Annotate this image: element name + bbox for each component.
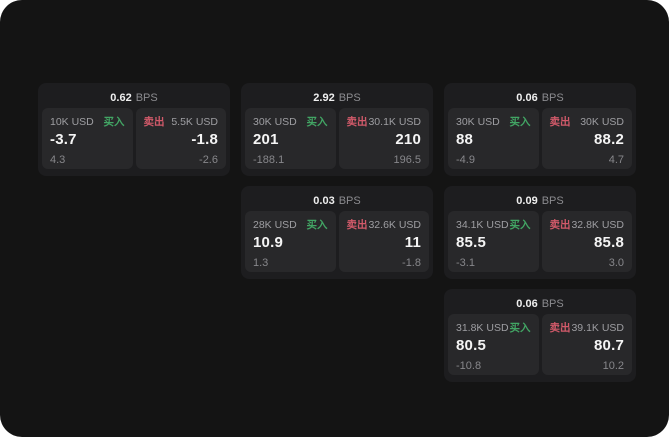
bps-value: 0.06 <box>516 91 538 104</box>
buy-side-label: 买入 <box>306 116 328 128</box>
sell-price: 80.7 <box>594 337 624 354</box>
bps-unit-label: BPS <box>541 194 564 207</box>
sell-size-label: 5.5K USD <box>171 115 218 128</box>
sell-size-label: 32.6K USD <box>368 218 421 231</box>
bps-value: 0.62 <box>110 91 132 104</box>
sell-side-label: 卖出 <box>143 116 165 128</box>
buy-panel[interactable]: 28K USD 买入 10.9 1.3 <box>245 211 336 272</box>
bps-value: 0.03 <box>313 194 335 207</box>
bps-card: 0.03 BPS 28K USD 买入 10.9 1.3 卖出 32.6K US… <box>241 186 433 279</box>
buy-panel[interactable]: 30K USD 买入 201 -188.1 <box>245 108 336 169</box>
sell-price: 11 <box>404 234 421 251</box>
bps-unit-label: BPS <box>338 91 361 104</box>
bps-card: 0.09 BPS 34.1K USD 买入 85.5 -3.1 卖出 32.8K… <box>444 186 636 279</box>
sell-side-label: 卖出 <box>549 322 571 334</box>
sell-panel[interactable]: 卖出 39.1K USD 80.7 10.2 <box>541 314 632 375</box>
buy-delta: -10.8 <box>456 360 482 372</box>
buy-price: 88 <box>456 131 474 148</box>
bps-header: 0.09 BPS <box>448 190 632 211</box>
buy-side-label: 买入 <box>306 219 328 231</box>
bps-header: 0.03 BPS <box>245 190 429 211</box>
sell-side-label: 卖出 <box>346 116 368 128</box>
sell-price: -1.8 <box>191 131 218 148</box>
bps-card: 0.06 BPS 31.8K USD 买入 80.5 -10.8 卖出 39.1… <box>444 289 636 382</box>
bps-unit-label: BPS <box>541 297 564 310</box>
buy-side-label: 买入 <box>103 116 125 128</box>
sell-side-label: 卖出 <box>549 116 571 128</box>
sell-size-label: 32.8K USD <box>571 218 624 231</box>
buy-side-label: 买入 <box>509 116 531 128</box>
sell-panel[interactable]: 卖出 32.6K USD 11 -1.8 <box>338 211 429 272</box>
buy-delta: 4.3 <box>50 154 66 166</box>
sell-size-label: 39.1K USD <box>571 321 624 334</box>
sell-panel[interactable]: 卖出 30K USD 88.2 4.7 <box>541 108 632 169</box>
buy-panel[interactable]: 10K USD 买入 -3.7 4.3 <box>42 108 133 169</box>
bps-unit-label: BPS <box>135 91 158 104</box>
bps-card: 2.92 BPS 30K USD 买入 201 -188.1 卖出 30.1K … <box>241 83 433 176</box>
buy-size-label: 30K USD <box>456 115 500 128</box>
bps-header: 0.06 BPS <box>448 293 632 314</box>
sell-delta: -1.8 <box>402 257 421 269</box>
buy-price: 85.5 <box>456 234 486 251</box>
buy-size-label: 10K USD <box>50 115 94 128</box>
sell-delta: 4.7 <box>608 154 624 166</box>
buy-delta: -4.9 <box>456 154 475 166</box>
sell-delta: 3.0 <box>608 257 624 269</box>
buy-side-label: 买入 <box>509 322 531 334</box>
buy-panel[interactable]: 30K USD 买入 88 -4.9 <box>448 108 539 169</box>
sell-panel[interactable]: 卖出 32.8K USD 85.8 3.0 <box>541 211 632 272</box>
buy-panel[interactable]: 34.1K USD 买入 85.5 -3.1 <box>448 211 539 272</box>
bps-card: 0.06 BPS 30K USD 买入 88 -4.9 卖出 30K USD 8… <box>444 83 636 176</box>
buy-size-label: 31.8K USD <box>456 321 509 334</box>
sell-price: 210 <box>395 131 421 148</box>
sell-delta: -2.6 <box>199 154 218 166</box>
bps-value: 0.09 <box>516 194 538 207</box>
bps-unit-label: BPS <box>541 91 564 104</box>
sell-price: 88.2 <box>594 131 624 148</box>
sell-side-label: 卖出 <box>346 219 368 231</box>
bps-value: 2.92 <box>313 91 335 104</box>
sell-size-label: 30K USD <box>580 115 624 128</box>
buy-side-label: 买入 <box>509 219 531 231</box>
buy-price: 10.9 <box>253 234 283 251</box>
sell-size-label: 30.1K USD <box>368 115 421 128</box>
sell-panel[interactable]: 卖出 30.1K USD 210 196.5 <box>338 108 429 169</box>
sell-side-label: 卖出 <box>549 219 571 231</box>
bps-header: 0.06 BPS <box>448 87 632 108</box>
buy-size-label: 34.1K USD <box>456 218 509 231</box>
buy-price: 80.5 <box>456 337 486 354</box>
buy-size-label: 30K USD <box>253 115 297 128</box>
sell-panel[interactable]: 卖出 5.5K USD -1.8 -2.6 <box>135 108 226 169</box>
bps-header: 0.62 BPS <box>42 87 226 108</box>
bps-unit-label: BPS <box>338 194 361 207</box>
buy-delta: 1.3 <box>253 257 269 269</box>
buy-size-label: 28K USD <box>253 218 297 231</box>
buy-price: -3.7 <box>50 131 77 148</box>
buy-delta: -188.1 <box>253 154 285 166</box>
sell-price: 85.8 <box>594 234 624 251</box>
buy-delta: -3.1 <box>456 257 475 269</box>
bps-card: 0.62 BPS 10K USD 买入 -3.7 4.3 卖出 5.5K USD… <box>38 83 230 176</box>
bps-header: 2.92 BPS <box>245 87 429 108</box>
sell-delta: 10.2 <box>602 360 624 372</box>
sell-delta: 196.5 <box>393 154 421 166</box>
bps-value: 0.06 <box>516 297 538 310</box>
buy-price: 201 <box>253 131 279 148</box>
buy-panel[interactable]: 31.8K USD 买入 80.5 -10.8 <box>448 314 539 375</box>
